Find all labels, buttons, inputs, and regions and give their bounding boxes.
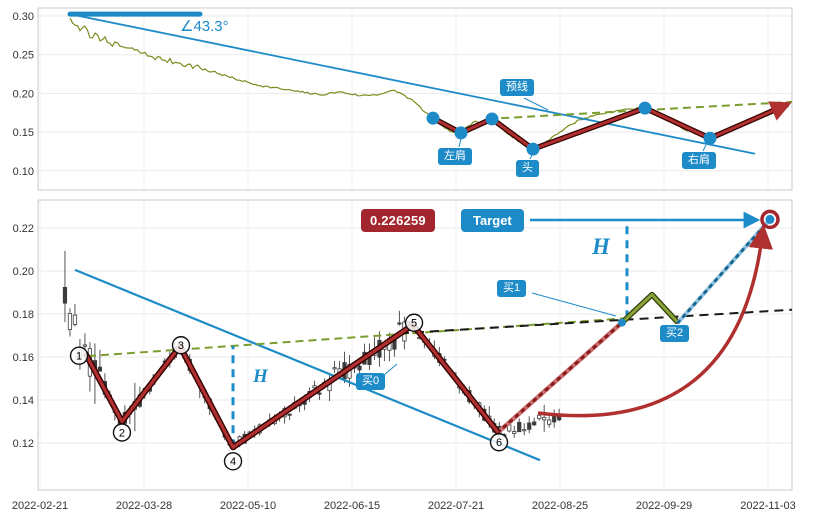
buy2-label: 买2 bbox=[660, 325, 690, 342]
candle-body bbox=[67, 313, 73, 330]
x-tick-label: 2022-02-21 bbox=[12, 500, 68, 512]
pattern-point-dot bbox=[526, 142, 540, 156]
pattern-point-dot bbox=[703, 131, 717, 145]
top-panel-content bbox=[67, 11, 792, 160]
angle-annotation: ∠43.3° bbox=[180, 18, 229, 35]
x-tick-label: 2022-11-03 bbox=[740, 500, 795, 512]
label-leader bbox=[529, 152, 534, 160]
wave-number: 6 bbox=[496, 437, 502, 449]
support-line-green bbox=[74, 317, 626, 358]
candle-body bbox=[72, 314, 78, 325]
resistance-line-black bbox=[399, 308, 792, 335]
left-shoulder-label: 左肩 bbox=[438, 148, 472, 165]
pattern-point-dot bbox=[454, 126, 468, 140]
h-measure-label-2: H bbox=[592, 234, 610, 259]
candle-body bbox=[532, 421, 537, 426]
wave-number: 4 bbox=[230, 456, 236, 468]
buy0-label: 买0 bbox=[356, 373, 386, 390]
neckline-label: 预线 bbox=[500, 79, 534, 96]
candle-body bbox=[522, 429, 527, 432]
buy1-leader bbox=[531, 292, 617, 317]
top-panel: 0.30 0.25 0.20 0.15 0.10 bbox=[13, 7, 793, 191]
projection-green-edge bbox=[620, 291, 681, 325]
wave-number-circle bbox=[489, 433, 509, 452]
candle-body bbox=[312, 385, 317, 389]
wave-number-circle bbox=[112, 423, 132, 442]
top-trendline bbox=[69, 13, 756, 155]
wave-number: 2 bbox=[119, 427, 125, 439]
buy0-leader bbox=[383, 363, 398, 376]
neckline-dashed bbox=[488, 100, 792, 120]
bottom-trendline bbox=[74, 268, 541, 462]
y-tick-label: 0.18 bbox=[13, 309, 34, 321]
target-badge: Target bbox=[461, 209, 524, 232]
price-line bbox=[69, 18, 717, 150]
y-tick-label: 0.22 bbox=[13, 223, 34, 235]
candle-body bbox=[62, 286, 68, 304]
candle-body bbox=[82, 344, 88, 347]
candle-body bbox=[287, 413, 292, 416]
y-tick-label: 0.12 bbox=[13, 438, 34, 450]
target-marker-dot bbox=[765, 214, 775, 224]
candle-body bbox=[537, 414, 542, 420]
buy1-label: 买1 bbox=[497, 280, 527, 297]
bottom-panel-content bbox=[62, 217, 792, 462]
x-tick-label: 2022-08-25 bbox=[532, 500, 588, 512]
label-leader bbox=[702, 144, 707, 152]
pattern-zigzag bbox=[432, 101, 792, 151]
wave-zigzag bbox=[83, 323, 500, 449]
label-leader bbox=[458, 138, 462, 148]
projection-green bbox=[620, 293, 680, 324]
wave-number-circle bbox=[404, 313, 424, 332]
y-tick-label: 0.30 bbox=[13, 11, 34, 23]
projection-red-dots bbox=[496, 321, 624, 434]
y-tick-label: 0.10 bbox=[13, 166, 34, 178]
head-label: 头 bbox=[516, 160, 539, 177]
wave-number: 5 bbox=[411, 318, 417, 330]
panel-border bbox=[37, 7, 793, 191]
y-tick-label: 0.25 bbox=[13, 50, 34, 62]
x-tick-label: 2022-05-10 bbox=[220, 500, 276, 512]
candle-body bbox=[517, 421, 522, 433]
candle-body bbox=[332, 367, 337, 370]
wave-number-circle bbox=[69, 346, 89, 365]
x-tick-label: 2022-03-28 bbox=[116, 500, 172, 512]
pattern-point-dot bbox=[426, 111, 440, 125]
wave-number-circle bbox=[171, 336, 191, 355]
panel-border bbox=[37, 199, 793, 491]
candle-body bbox=[512, 431, 517, 434]
wave-number: 1 bbox=[76, 351, 82, 363]
x-tick-label: 2022-09-29 bbox=[636, 500, 692, 512]
wave-number-circle bbox=[223, 452, 243, 471]
buy1-point-dot bbox=[617, 318, 626, 327]
wave-number: 3 bbox=[178, 340, 184, 352]
y-tick-label: 0.14 bbox=[13, 395, 34, 407]
pattern-point-dot bbox=[485, 112, 499, 126]
candle-body bbox=[527, 422, 532, 430]
candle-body bbox=[542, 416, 547, 421]
y-tick-label: 0.16 bbox=[13, 352, 34, 364]
candle-body bbox=[357, 365, 362, 371]
candle-body bbox=[317, 392, 322, 395]
y-tick-label: 0.15 bbox=[13, 127, 34, 139]
candle-body bbox=[547, 419, 552, 425]
target-value-badge: 0.226259 bbox=[361, 209, 435, 232]
bottom-panel: 0.22 0.20 0.18 0.16 0.14 0.12 bbox=[13, 199, 793, 491]
x-tick-label: 2022-07-21 bbox=[428, 500, 484, 512]
h-measure-label-1: H bbox=[253, 366, 268, 387]
swing-arrow bbox=[537, 224, 774, 418]
x-tick-label: 2022-06-15 bbox=[324, 500, 380, 512]
label-leader bbox=[523, 97, 549, 111]
y-tick-label: 0.20 bbox=[13, 266, 34, 278]
candle-body bbox=[397, 322, 402, 325]
candle-body bbox=[97, 366, 103, 372]
wave-zigzag-edge bbox=[82, 321, 501, 451]
right-shoulder-label: 右肩 bbox=[682, 152, 716, 169]
pattern-point-dot bbox=[638, 101, 652, 115]
target-marker-ring bbox=[760, 209, 780, 230]
y-tick-label: 0.20 bbox=[13, 88, 34, 100]
